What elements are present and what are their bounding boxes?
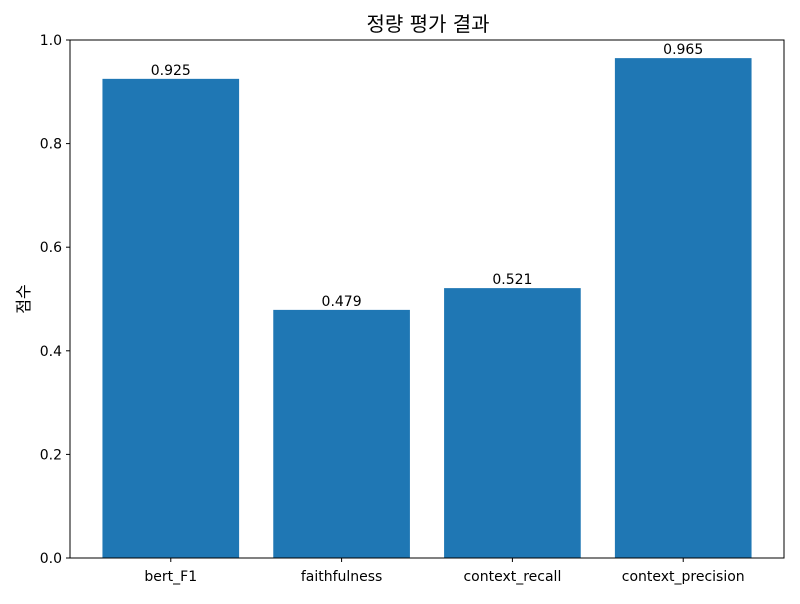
bar-context-precision: [614, 58, 752, 558]
x-ticks-group: bert_F1 faithfulness context_recall context…: [144, 558, 745, 585]
x-tick-label: context_precision: [622, 569, 745, 585]
y-tick-label: 0.4: [40, 344, 62, 360]
y-tick-label: 1.0: [40, 33, 62, 49]
y-tick-label: 0.2: [40, 447, 62, 463]
x-tick-label: faithfulness: [301, 569, 383, 585]
data-label-context-precision: 0.965: [663, 42, 703, 58]
y-tick-label: 0.8: [40, 137, 62, 153]
bars-group: [102, 58, 752, 558]
bar-context-recall: [444, 288, 581, 558]
y-axis-title: 점수: [14, 284, 33, 313]
x-tick-label: context_recall: [463, 569, 561, 585]
plot-frame: [69, 39, 785, 559]
y-tick-label: 0.0: [40, 551, 62, 567]
y-tick-label: 0.6: [40, 240, 62, 256]
bar-faithfulness: [273, 309, 410, 558]
chart-title: 정량 평가 결과: [366, 12, 489, 36]
data-label-context-recall: 0.521: [492, 272, 532, 288]
bar-bert-f1: [102, 78, 240, 558]
x-tick-label: bert_F1: [144, 569, 197, 585]
y-ticks-group: 0.0 0.2 0.4 0.6 0.8 1.0: [40, 33, 70, 567]
data-label-bert-f1: 0.925: [151, 63, 191, 79]
data-labels-group: 0.925 0.479 0.521 0.965: [151, 42, 704, 310]
data-label-faithfulness: 0.479: [322, 294, 362, 310]
